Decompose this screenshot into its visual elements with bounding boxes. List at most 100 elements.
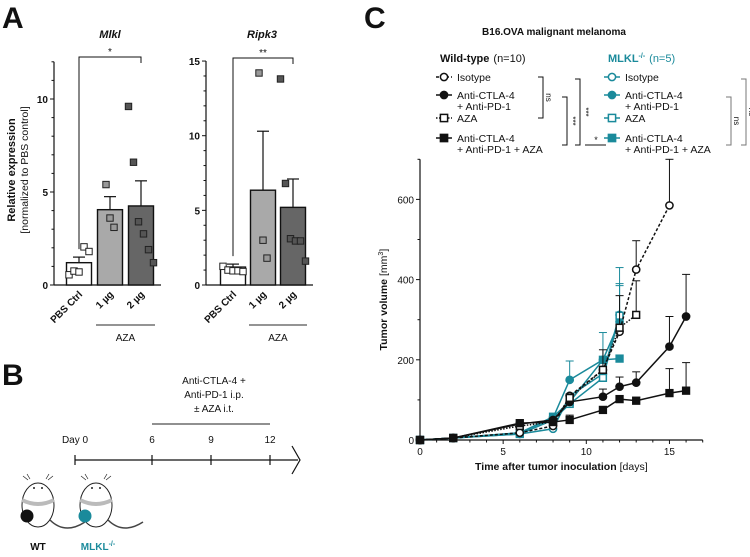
mouse-eye	[91, 487, 93, 489]
series-line	[419, 389, 687, 441]
significance-bracket	[538, 76, 544, 119]
y-tick-label: 600	[397, 195, 414, 206]
data-point	[665, 388, 674, 398]
data-point	[598, 392, 608, 402]
legend-group-name: MLKL	[608, 53, 639, 65]
data-point	[259, 236, 267, 244]
legend-label: + Anti-PD-1 + AZA	[457, 144, 543, 156]
mlkl-mouse-label: MLKL-/-	[81, 541, 116, 552]
data-point	[134, 218, 143, 226]
data-point	[665, 201, 674, 210]
legend-label: Anti-CTLA-4	[625, 90, 683, 102]
data-point	[548, 417, 558, 427]
data-point	[615, 354, 624, 363]
y-axis-unit: [mm	[378, 255, 390, 276]
data-point	[281, 179, 290, 188]
significance-label: *	[108, 47, 112, 58]
day-label-12: 12	[264, 435, 276, 446]
wt-mouse-label: WT	[30, 542, 46, 552]
data-point	[515, 419, 524, 428]
x-axis-label: Time after tumor inoculation [days]	[475, 461, 648, 473]
mlkl-bar-chart: 0 5 10 PBS Ctrl 1 µg 2 µg AZA *	[37, 47, 161, 344]
data-point	[415, 435, 425, 445]
legend-group-name: Wild-type	[440, 53, 489, 65]
ripk3-chart-title: Ripk3	[247, 29, 277, 41]
legend-label: Isotype	[625, 72, 659, 84]
significance-label: ns	[732, 117, 741, 125]
data-point	[681, 312, 691, 321]
data-point	[439, 72, 449, 82]
y-tick-label: 10	[189, 132, 201, 143]
data-point	[631, 378, 641, 388]
significance-bracket	[78, 56, 142, 250]
data-point	[607, 113, 617, 123]
x-axis-unit: [days]	[620, 461, 648, 473]
data-point	[615, 382, 624, 392]
category-label: PBS Ctrl	[203, 289, 240, 326]
bar	[279, 206, 307, 286]
legend-group-title: Wild-type (n=10)	[440, 53, 526, 65]
data-point	[565, 393, 574, 403]
legend-group-n: (n=5)	[649, 53, 675, 65]
data-point	[129, 158, 138, 166]
group-label: AZA	[116, 333, 136, 344]
mlkl-mouse-icon	[78, 473, 144, 529]
y-axis-unit-sup: 3	[378, 252, 385, 256]
data-point	[296, 237, 305, 245]
significance-bracket	[562, 96, 568, 146]
mlkl-chart-title: Mlkl	[99, 29, 121, 41]
x-tick-label: 15	[664, 447, 676, 458]
category-label: 1 µg	[247, 289, 269, 311]
wt-mouse-icon	[20, 473, 86, 529]
mouse-arms	[21, 498, 55, 506]
mlkl-y-axis-label-sub: [normalized to PBS control]	[19, 106, 31, 233]
data-point	[144, 245, 153, 254]
data-point	[149, 258, 158, 267]
legend-label: + Anti-PD-1 + AZA	[625, 144, 711, 156]
series-line	[419, 205, 671, 441]
data-point	[615, 323, 624, 332]
group-label: AZA	[268, 333, 288, 344]
mouse-eye	[99, 487, 101, 489]
data-point	[598, 373, 608, 382]
y-axis-label: Tumor volume [mm3]	[378, 249, 390, 351]
data-point	[607, 72, 617, 82]
data-point	[255, 69, 263, 77]
timeline-ticks	[74, 455, 271, 465]
y-tick-label: 400	[397, 276, 414, 287]
significance-bracket	[726, 96, 732, 146]
legend-label: + Anti-PD-1	[457, 101, 511, 113]
data-point	[75, 268, 83, 276]
day-label-6: 6	[149, 435, 155, 446]
data-point	[124, 102, 133, 111]
legend-group-sup: -/-	[639, 53, 646, 60]
tumor-chart-title: B16.OVA malignant melanoma	[482, 27, 626, 38]
panel-label-a: A	[2, 2, 24, 35]
data-point	[632, 396, 641, 405]
panel-label-c: C	[364, 2, 386, 35]
significance-bracket	[575, 78, 581, 146]
data-point	[80, 243, 88, 251]
panel-label-b: B	[2, 359, 24, 392]
x-tick-label: 10	[581, 447, 593, 458]
x-tick-label: 5	[500, 447, 506, 458]
category-label: PBS Ctrl	[49, 289, 86, 326]
timeline-arrow-icon	[291, 445, 301, 475]
legend-label: Anti-CTLA-4	[457, 90, 515, 102]
treatment-text-2: Anti-PD-1 i.p.	[184, 390, 243, 401]
significance-bracket	[232, 57, 294, 257]
data-point	[607, 133, 617, 143]
data-point	[607, 90, 617, 100]
legend-label: Isotype	[457, 72, 491, 84]
mouse-tail	[49, 519, 86, 529]
legend-group-title: MLKL-/- (n=5)	[608, 53, 675, 65]
tumor-icon	[20, 509, 34, 523]
tumor-icon	[78, 509, 92, 523]
significance-label: ***	[568, 116, 577, 125]
legend-label: + Anti-PD-1	[625, 101, 679, 113]
significance-label: ns	[747, 108, 750, 116]
bar	[96, 208, 124, 286]
data-point	[665, 342, 674, 351]
